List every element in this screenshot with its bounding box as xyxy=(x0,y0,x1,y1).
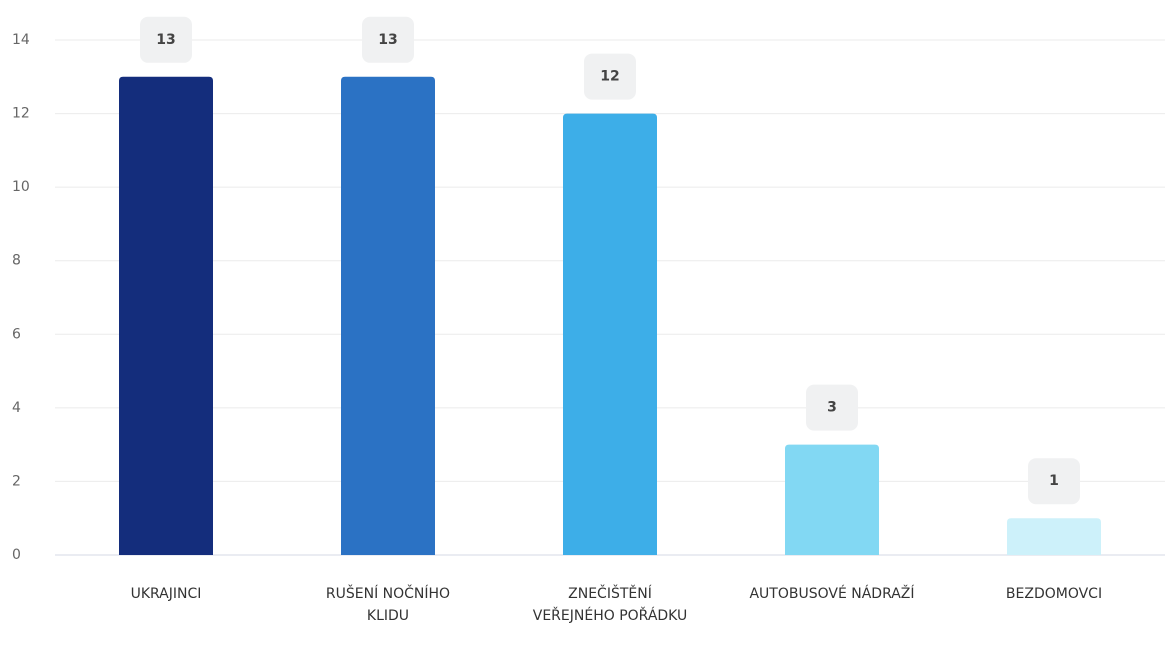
bar xyxy=(119,76,213,556)
x-tick-label: AUTOBUSOVÉ NÁDRAŽÍ xyxy=(749,586,915,602)
bar xyxy=(1007,518,1101,555)
value-label: 12 xyxy=(600,69,619,85)
bar xyxy=(785,444,879,555)
y-tick-label: 6 xyxy=(12,326,21,342)
x-tick-label: BEZDOMOVCI xyxy=(1005,586,1103,602)
y-tick-label: 12 xyxy=(12,106,30,122)
bar xyxy=(341,76,435,556)
y-tick-label: 4 xyxy=(12,400,21,416)
y-tick-label: 0 xyxy=(12,547,21,563)
value-label-box xyxy=(362,16,414,63)
y-tick-label: 2 xyxy=(12,473,21,489)
x-tick-label: UKRAJINCI xyxy=(130,586,202,602)
value-label-box xyxy=(584,53,636,100)
x-tick-label: RUŠENÍ NOČNÍHO KLIDU xyxy=(325,586,451,624)
value-label: 13 xyxy=(156,32,175,48)
bar xyxy=(563,113,657,556)
value-label-box xyxy=(1028,458,1080,505)
x-tick-label: ZNEČIŠTĚNÍ VEŘEJNÉHO POŘÁDKU xyxy=(532,586,688,624)
y-tick-label: 10 xyxy=(12,179,30,195)
value-label-box xyxy=(806,384,858,431)
value-label: 13 xyxy=(378,32,397,48)
y-tick-label: 14 xyxy=(12,32,30,48)
y-tick-label: 8 xyxy=(12,253,21,269)
value-label: 1 xyxy=(1049,473,1059,489)
value-label-box xyxy=(140,16,192,63)
value-label: 3 xyxy=(827,400,837,416)
